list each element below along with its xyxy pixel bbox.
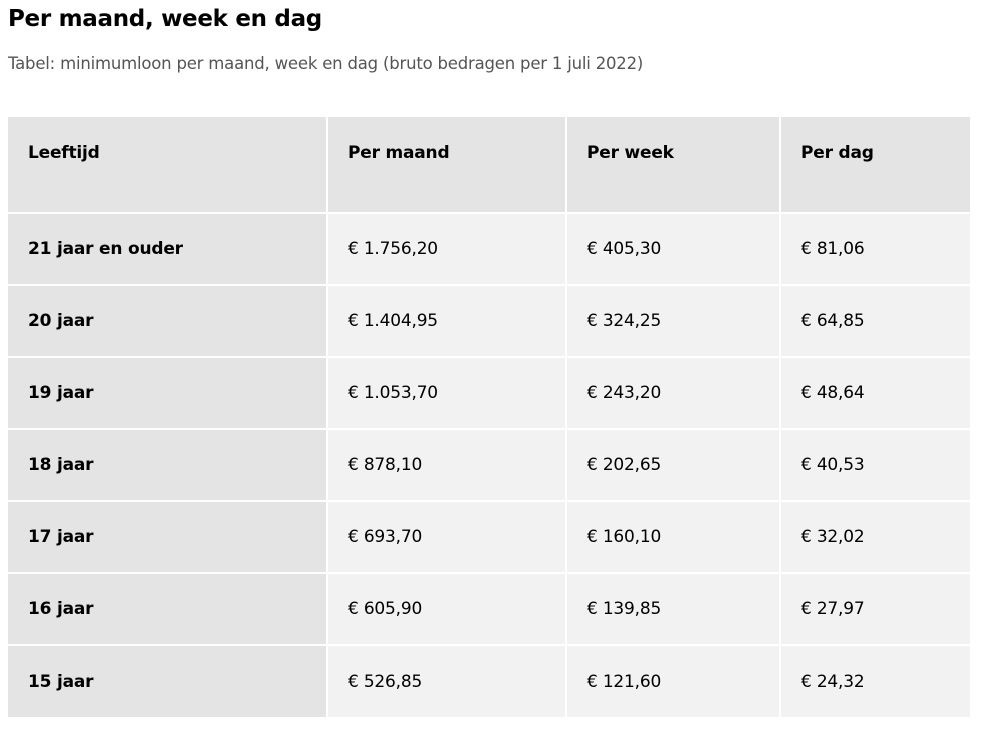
day-amount-cell: € 64,85	[779, 284, 970, 358]
table-row: 16 jaar € 605,90 € 139,85 € 27,97	[8, 572, 970, 646]
age-cell: 20 jaar	[8, 284, 328, 358]
day-amount-cell: € 27,97	[779, 572, 970, 646]
month-amount-cell: € 1.404,95	[326, 284, 567, 358]
age-cell: 18 jaar	[8, 428, 328, 502]
day-amount-cell: € 48,64	[779, 356, 970, 430]
month-amount-cell: € 1.053,70	[326, 356, 567, 430]
table-row: 17 jaar € 693,70 € 160,10 € 32,02	[8, 500, 970, 574]
header-per-week: Per week	[565, 117, 781, 214]
header-per-month: Per maand	[326, 117, 567, 214]
month-amount-cell: € 605,90	[326, 572, 567, 646]
page-title: Per maand, week en dag	[8, 6, 322, 32]
table-row: 20 jaar € 1.404,95 € 324,25 € 64,85	[8, 284, 970, 358]
table-row: 18 jaar € 878,10 € 202,65 € 40,53	[8, 428, 970, 502]
table-row: 19 jaar € 1.053,70 € 243,20 € 48,64	[8, 356, 970, 430]
week-amount-cell: € 324,25	[565, 284, 781, 358]
week-amount-cell: € 160,10	[565, 500, 781, 574]
minimum-wage-table: Leeftijd Per maand Per week Per dag 21 j…	[8, 117, 970, 717]
table-row: 21 jaar en ouder € 1.756,20 € 405,30 € 8…	[8, 212, 970, 286]
age-cell: 15 jaar	[8, 644, 328, 717]
header-age: Leeftijd	[8, 117, 328, 214]
table-row: 15 jaar € 526,85 € 121,60 € 24,32	[8, 644, 970, 717]
month-amount-cell: € 1.756,20	[326, 212, 567, 286]
table-header-row: Leeftijd Per maand Per week Per dag	[8, 117, 970, 214]
age-cell: 19 jaar	[8, 356, 328, 430]
day-amount-cell: € 24,32	[779, 644, 970, 717]
week-amount-cell: € 139,85	[565, 572, 781, 646]
day-amount-cell: € 32,02	[779, 500, 970, 574]
week-amount-cell: € 243,20	[565, 356, 781, 430]
week-amount-cell: € 405,30	[565, 212, 781, 286]
week-amount-cell: € 202,65	[565, 428, 781, 502]
day-amount-cell: € 81,06	[779, 212, 970, 286]
week-amount-cell: € 121,60	[565, 644, 781, 717]
age-cell: 17 jaar	[8, 500, 328, 574]
day-amount-cell: € 40,53	[779, 428, 970, 502]
month-amount-cell: € 693,70	[326, 500, 567, 574]
month-amount-cell: € 878,10	[326, 428, 567, 502]
table-caption: Tabel: minimumloon per maand, week en da…	[8, 54, 644, 73]
age-cell: 16 jaar	[8, 572, 328, 646]
header-per-day: Per dag	[779, 117, 970, 214]
month-amount-cell: € 526,85	[326, 644, 567, 717]
age-cell: 21 jaar en ouder	[8, 212, 328, 286]
